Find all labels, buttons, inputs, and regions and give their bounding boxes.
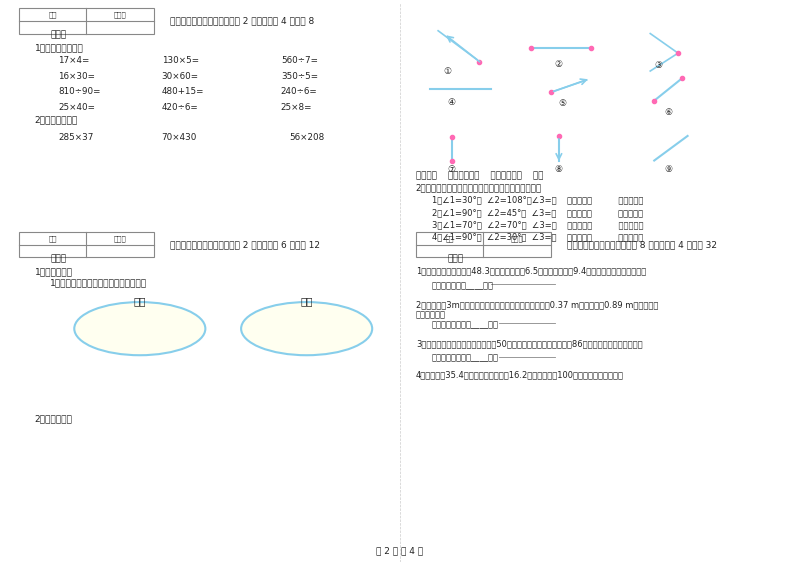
Text: 240÷6=: 240÷6=: [281, 87, 318, 96]
Text: ⑧: ⑧: [555, 165, 563, 174]
Text: ①: ①: [444, 67, 452, 76]
Text: ⑥: ⑥: [665, 108, 673, 117]
Text: 评卷人: 评卷人: [511, 235, 523, 242]
Text: 560÷7=: 560÷7=: [281, 56, 318, 65]
Text: 分）。: 分）。: [50, 254, 66, 263]
Bar: [18, 8, 154, 33]
Text: 285×37: 285×37: [58, 133, 94, 142]
Text: 16×30=: 16×30=: [58, 72, 95, 81]
Text: 3．∠1=70°，  ∠2=70°，  ∠3=（    ），它是（          ）三角形。: 3．∠1=70°， ∠2=70°， ∠3=（ ），它是（ ）三角形。: [432, 220, 643, 229]
Text: 直线有（    ），射线有（    ），线段有（    ）。: 直线有（ ），射线有（ ），线段有（ ）。: [416, 172, 543, 181]
Text: 得分: 得分: [48, 235, 57, 242]
Text: 130×5=: 130×5=: [162, 56, 198, 65]
Text: 答：比第二根多____米。: 答：比第二根多____米。: [432, 281, 494, 290]
Text: 锐角: 锐角: [134, 297, 146, 306]
Text: 17×4=: 17×4=: [58, 56, 90, 65]
Text: 1．综合训练。: 1．综合训练。: [34, 267, 73, 276]
Text: 五、认真思考，综合能力（共 2 小题，每题 6 分，共 12: 五、认真思考，综合能力（共 2 小题，每题 6 分，共 12: [170, 241, 320, 250]
Text: 4．∠1=90°，  ∠2=30°，  ∠3=（    ），它是（          ）三角形。: 4．∠1=90°， ∠2=30°， ∠3=（ ），它是（ ）三角形。: [432, 233, 643, 242]
Text: 评卷人: 评卷人: [114, 235, 126, 242]
Bar: [416, 232, 551, 257]
Text: ④: ④: [447, 98, 456, 107]
Text: 四、看清题目，细心计算（共 2 小题，每题 4 分，共 8: 四、看清题目，细心计算（共 2 小题，每题 4 分，共 8: [170, 17, 314, 26]
Text: 25×40=: 25×40=: [58, 103, 95, 112]
Text: 420÷6=: 420÷6=: [162, 103, 198, 112]
Text: 480+15=: 480+15=: [162, 87, 204, 96]
Text: 2．把一根长3m的竹竿垂直放入水池中，竹竿入泥部分是0.37 m，露出水面0.89 m，水池中的
水深多少米？: 2．把一根长3m的竹竿垂直放入水池中，竹竿入泥部分是0.37 m，露出水面0.8…: [416, 301, 658, 320]
Text: 1．把下面的各角度数填入相应的圈里。: 1．把下面的各角度数填入相应的圈里。: [50, 278, 147, 287]
Text: 1．直接写出得数。: 1．直接写出得数。: [34, 43, 83, 52]
Text: ⑤: ⑤: [558, 99, 567, 108]
Text: 4．一把椅子35.4元，比一张桌子便宜16.2元，学校买了100套桌椅，共用多少元？: 4．一把椅子35.4元，比一张桌子便宜16.2元，学校买了100套桌椅，共用多少…: [416, 370, 624, 379]
Text: 答：这条大道全长____米。: 答：这条大道全长____米。: [432, 354, 498, 363]
Text: 1．∠1=30°，  ∠2=108°，∠3=（    ），它是（          ）三角形。: 1．∠1=30°， ∠2=108°，∠3=（ ），它是（ ）三角形。: [432, 196, 643, 205]
Text: 1．两根电线，第一根长48.3米，比第二根长6.5米，第一根用去9.4米后，比第二根多多少米？: 1．两根电线，第一根长48.3米，比第二根长6.5米，第一根用去9.4米后，比第…: [416, 267, 646, 276]
Text: ③: ③: [654, 61, 662, 70]
Text: 2．求下面三角形中角的度数，并指出是什么三角形。: 2．求下面三角形中角的度数，并指出是什么三角形。: [416, 183, 542, 192]
Text: ⑨: ⑨: [665, 165, 673, 174]
Text: 3．在一条大道的一侧从头到尾每隔50米竖一根电线杆，共用电线杆86根，这条大道全长多少米？: 3．在一条大道的一侧从头到尾每隔50米竖一根电线杆，共用电线杆86根，这条大道全…: [416, 340, 642, 349]
Bar: [18, 232, 154, 257]
Text: 得分: 得分: [446, 235, 454, 242]
Text: 钝角: 钝角: [301, 297, 313, 306]
Text: 评卷人: 评卷人: [114, 11, 126, 18]
Text: 30×60=: 30×60=: [162, 72, 198, 81]
Text: 2．看图填空。: 2．看图填空。: [34, 414, 73, 423]
Text: 六、应用知识，解决问题（共 8 小题，每题 4 分，共 32: 六、应用知识，解决问题（共 8 小题，每题 4 分，共 32: [567, 241, 717, 250]
Text: 2．∠1=90°，  ∠2=45°，  ∠3=（    ），它是（          ）三角形。: 2．∠1=90°， ∠2=45°， ∠3=（ ），它是（ ）三角形。: [432, 208, 643, 217]
Text: 答：水池中的水深____米。: 答：水池中的水深____米。: [432, 320, 498, 329]
Text: 第 2 页 共 4 页: 第 2 页 共 4 页: [377, 546, 423, 555]
Ellipse shape: [74, 302, 206, 355]
Text: 810÷90=: 810÷90=: [58, 87, 101, 96]
Text: 分）。: 分）。: [50, 31, 66, 40]
Text: 56×208: 56×208: [289, 133, 324, 142]
Text: 350÷5=: 350÷5=: [281, 72, 318, 81]
Text: 分）。: 分）。: [448, 254, 464, 263]
Text: 2．用竖式计算。: 2．用竖式计算。: [34, 116, 78, 125]
Ellipse shape: [241, 302, 372, 355]
Text: 70×430: 70×430: [162, 133, 197, 142]
Text: 25×8=: 25×8=: [281, 103, 312, 112]
Text: 得分: 得分: [48, 11, 57, 18]
Text: ②: ②: [555, 60, 563, 69]
Text: ⑦: ⑦: [447, 165, 456, 174]
